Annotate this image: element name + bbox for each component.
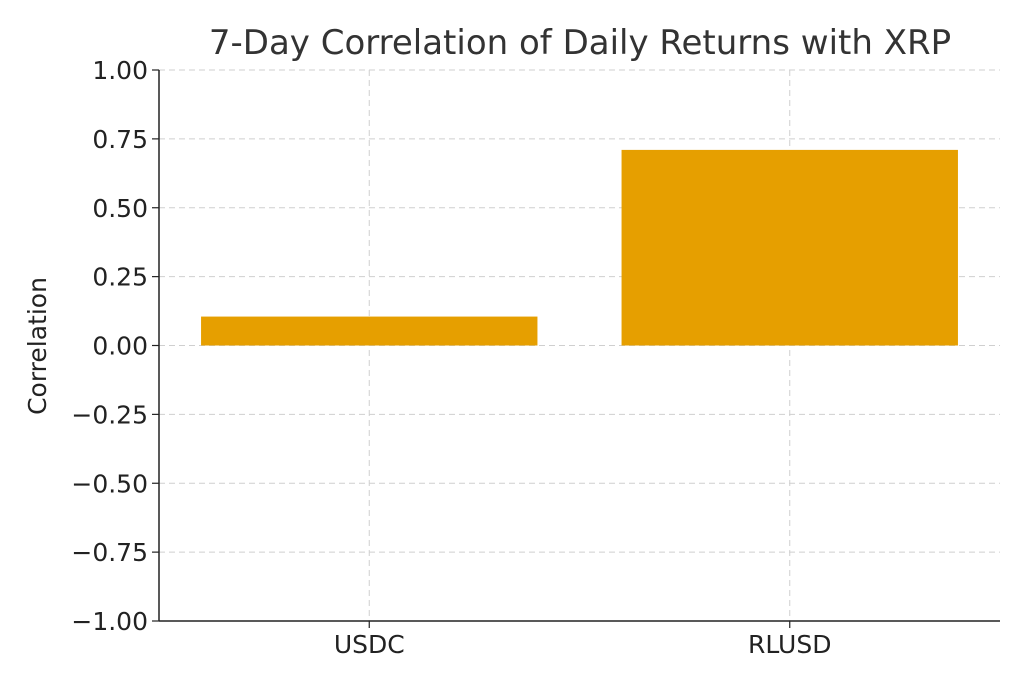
y-tick-label: −0.25	[71, 400, 148, 429]
x-tick-label: USDC	[334, 630, 405, 659]
y-tick-label: 0.00	[92, 332, 148, 361]
bars	[201, 149, 958, 346]
chart-title: 7-Day Correlation of Daily Returns with …	[209, 23, 951, 63]
y-tick-label: −1.00	[71, 607, 148, 636]
y-tick-label: 0.25	[92, 263, 148, 292]
y-tick-label: −0.75	[71, 538, 148, 567]
y-tick-label: 0.75	[92, 125, 148, 154]
x-tick-label: RLUSD	[748, 630, 831, 659]
y-axis-label: Correlation	[23, 277, 52, 415]
axes	[152, 69, 1000, 628]
y-tick-label: −0.50	[71, 469, 148, 498]
bar-rlusd	[621, 149, 958, 346]
y-tick-label: 1.00	[92, 56, 148, 85]
bar-usdc	[201, 316, 538, 346]
y-tick-label: 0.50	[92, 194, 148, 223]
tick-labels: 1.00 0.75 0.50 0.25 0.00 −0.25 −0.50 −0.75 −1.00…	[71, 56, 831, 659]
